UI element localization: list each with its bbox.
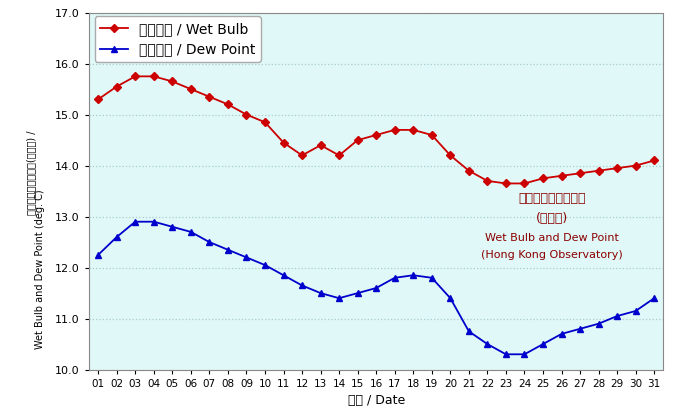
Text: 濕球温度及露點温度: 濕球温度及露點温度	[518, 192, 586, 205]
Text: 濕球温度及露點温度(攝氏度) /: 濕球温度及露點温度(攝氏度) /	[27, 131, 36, 215]
Text: Wet Bulb and Dew Point (deg. C): Wet Bulb and Dew Point (deg. C)	[35, 190, 45, 349]
Legend: 濕球温度 / Wet Bulb, 露點温度 / Dew Point: 濕球温度 / Wet Bulb, 露點温度 / Dew Point	[94, 16, 261, 62]
Text: (天文台): (天文台)	[536, 212, 568, 225]
Text: (Hong Kong Observatory): (Hong Kong Observatory)	[482, 250, 623, 260]
Text: Wet Bulb and Dew Point: Wet Bulb and Dew Point	[486, 233, 619, 242]
X-axis label: 日期 / Date: 日期 / Date	[347, 394, 405, 407]
